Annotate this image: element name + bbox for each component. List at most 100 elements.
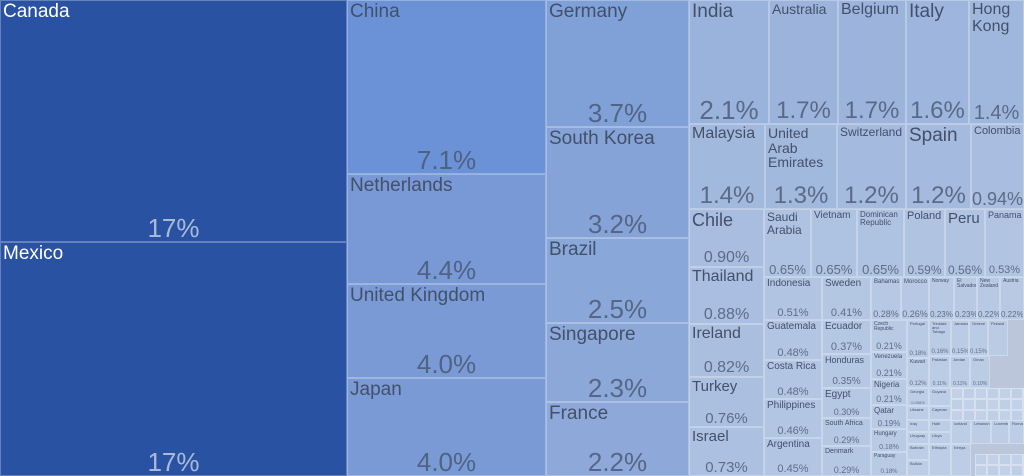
tile-value: 2.1% [699, 95, 759, 124]
tile-value: 3.7% [587, 98, 648, 127]
treemap-minor-cell [987, 465, 999, 476]
treemap-tile-philippines: Philippines 0.46% [764, 399, 822, 438]
tile-value: 1.3% [773, 182, 829, 209]
tile-label: Jordan [953, 357, 966, 362]
tile-label: Vietnam [814, 210, 851, 221]
tile-label: United Kingdom [350, 285, 486, 306]
treemap-tile-qatar: Qatar 0.19% [871, 405, 907, 429]
tile-label: Ireland [692, 325, 741, 342]
tile-label: Kenya [954, 445, 966, 450]
tile-value: 0.12% [909, 381, 927, 387]
treemap-tile-spain: Spain 1.2% [906, 124, 971, 209]
tile-label: Ecuador [825, 321, 863, 332]
tile-value: 0.098% [911, 400, 925, 405]
tile-value: 0.30% [833, 407, 860, 417]
treemap-tile-portugal: Portugal 0.18% [907, 320, 929, 358]
tile-label: Iraq [910, 421, 917, 426]
treemap-tile-dominican-republic: Dominican Republic 0.65% [857, 209, 904, 277]
tile-value: 1.2% [911, 182, 966, 209]
treemap-tile-brazil: Brazil 2.5% [546, 238, 689, 323]
treemap-tile-malaysia: Malaysia 1.4% [689, 124, 765, 209]
treemap-minor-cell [975, 388, 987, 399]
tile-value: 0.65% [862, 262, 899, 277]
tile-label: Malaysia [692, 125, 756, 142]
treemap-tile-venezuela: Venezuela 0.21% [871, 352, 907, 379]
tile-label: Kuwait [910, 359, 926, 365]
tile-label: Bolivia [910, 461, 922, 466]
treemap-tile-pakistan: Pakistan 0.11% [929, 356, 950, 388]
treemap-tile-peru: Peru 0.56% [945, 209, 985, 277]
treemap-tile-germany: Germany 3.7% [546, 0, 689, 127]
treemap-tile-belgium: Belgium 1.7% [838, 0, 906, 124]
tile-value: 0.65% [815, 262, 853, 277]
tile-label: Paraguay [874, 453, 896, 459]
tile-value: 0.94% [972, 189, 1024, 209]
treemap-minor-cell [963, 410, 975, 421]
tile-label: Romania [1012, 421, 1023, 426]
tile-value: 2.3% [587, 373, 648, 402]
treemap-minor-cell [975, 454, 987, 465]
tile-value: 0.59% [907, 263, 942, 277]
tile-label: Sweden [825, 278, 862, 289]
tile-value: 4.0% [416, 447, 477, 476]
tile-label: Portugal [910, 321, 925, 326]
tile-label: Uruguay [910, 433, 926, 438]
tile-value: 0.18% [879, 444, 899, 451]
treemap-tile-bahrain: Bahrain [907, 444, 929, 460]
tile-value: 0.15% [952, 349, 969, 355]
treemap-tile-new-zealand: New Zealand 0.22% [977, 277, 1000, 320]
tile-value: 0.10% [972, 381, 988, 387]
tile-value: 2.5% [587, 294, 648, 323]
tile-label: Chile [692, 210, 734, 230]
treemap-minor-cell [987, 410, 999, 421]
tile-label: El Salvador [957, 278, 977, 290]
tile-value: 0.15% [970, 349, 988, 355]
treemap-minor-cell [999, 410, 1011, 421]
tile-label: Philippines [767, 400, 816, 411]
tile-value: 0.23% [930, 310, 953, 319]
treemap-tile-bahamas: Bahamas 0.28% [871, 277, 901, 320]
tile-label: Qatar [874, 406, 895, 415]
treemap-tile-trinidad-and-tobago: Trinidad and Tobago 0.16% [929, 320, 951, 356]
treemap-tile-egypt: Egypt 0.30% [822, 388, 871, 418]
treemap-minor-cell [951, 388, 963, 399]
tile-label: Jamaica [954, 321, 969, 326]
treemap-tile-saudi-arabia: Saudi Arabia 0.65% [764, 209, 811, 277]
tile-value: 0.21% [876, 341, 902, 351]
treemap-minor-cell [1011, 465, 1023, 476]
treemap-tile-cayman: Cayman [929, 406, 951, 420]
tile-value: 0.45% [777, 463, 809, 475]
treemap-tile-denmark: Denmark 0.29% [822, 446, 871, 476]
tile-value: 0.28% [873, 309, 899, 319]
tile-value: 0.22% [1001, 310, 1024, 319]
tile-label: New Zealand [980, 278, 999, 290]
treemap-tile-guatemala: Guatemala 0.48% [764, 320, 822, 360]
tile-label: Singapore [549, 324, 636, 345]
tile-value: 3.2% [587, 209, 648, 238]
treemap-tile-haiti: Haiti [929, 420, 951, 432]
treemap-tile-australia: Australia 1.7% [769, 0, 838, 124]
treemap-tile-singapore: Singapore 2.3% [546, 323, 689, 402]
treemap-tile-japan: Japan 4.0% [347, 378, 546, 476]
treemap-tile-georgia: Georgia 0.098% [907, 388, 929, 406]
treemap-minor-cell [975, 399, 987, 410]
tile-value: 1.7% [844, 97, 900, 124]
tile-label: Egypt [825, 389, 851, 400]
tile-label: Oman [973, 357, 984, 362]
tile-value: 0.22% [978, 310, 1000, 319]
tile-label: Trinidad and Tobago [932, 321, 947, 335]
treemap-minor-cell [963, 399, 975, 410]
tile-value: 0.51% [777, 307, 809, 319]
tile-label: Pakistan [932, 357, 948, 362]
tile-value: 0.11% [953, 381, 967, 387]
tile-value: 0.65% [769, 262, 806, 277]
treemap-tile-turkey: Turkey 0.76% [689, 377, 764, 427]
tile-label: Argentina [767, 439, 810, 450]
tile-label: Brazil [549, 239, 597, 260]
tile-label: Hong Kong [972, 1, 1011, 35]
treemap-tile-vietnam: Vietnam 0.65% [811, 209, 857, 277]
treemap-tile-united-arab-emirates: United Arab Emirates 1.3% [765, 124, 837, 209]
treemap-tile-ireland: Ireland 0.82% [689, 324, 764, 377]
treemap-tile-czech-republic: Czech Republic 0.21% [871, 320, 907, 352]
tile-value: 0.53% [988, 264, 1021, 276]
